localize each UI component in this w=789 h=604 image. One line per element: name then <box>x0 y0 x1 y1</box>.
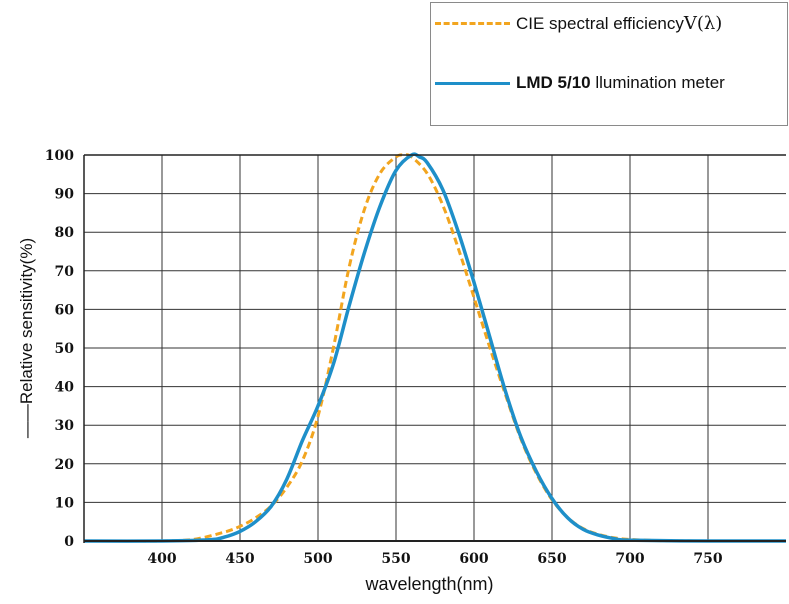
legend-label-lmd-model: LMD 5/10 <box>516 73 591 92</box>
legend-swatch-solid-blue <box>435 81 510 85</box>
x-tick-label-750: 750 <box>693 551 722 567</box>
legend-swatch-dashed-orange <box>435 22 510 25</box>
y-tick-label-100: 100 <box>45 148 74 164</box>
legend-label-lmd-rest: llumination meter <box>590 73 725 92</box>
x-tick-label-550: 550 <box>381 551 410 567</box>
x-tick-label-400: 400 <box>147 551 176 567</box>
legend-item-lmd: LMD 5/10 llumination meter <box>431 73 725 93</box>
y-tick-label-60: 60 <box>55 302 75 318</box>
y-axis-title: ——Relative sensitivity(%) <box>17 237 36 439</box>
x-tick-label-650: 650 <box>537 551 566 567</box>
y-tick-label-10: 10 <box>55 495 75 511</box>
x-tick-label-450: 450 <box>225 551 254 567</box>
y-tick-label-80: 80 <box>55 225 75 241</box>
x-tick-label-700: 700 <box>615 551 644 567</box>
y-tick-label-50: 50 <box>55 341 75 357</box>
y-tick-label-0: 0 <box>64 534 74 550</box>
x-axis-title: wavelength(nm) <box>365 574 494 594</box>
y-tick-label-90: 90 <box>55 187 75 203</box>
y-tick-label-30: 30 <box>55 418 75 434</box>
x-tick-label-600: 600 <box>459 551 488 567</box>
legend-symbol-v-lambda: V(λ) <box>683 13 723 34</box>
series-line-lmd <box>83 152 787 543</box>
y-tick-label-40: 40 <box>55 380 75 396</box>
legend: CIE spectral efficiencyV(λ) LMD 5/10 llu… <box>430 2 788 126</box>
y-tick-label-70: 70 <box>55 264 75 280</box>
legend-label-cie: CIE spectral efficiency <box>516 14 684 33</box>
legend-item-cie: CIE spectral efficiencyV(λ) <box>431 13 722 34</box>
y-tick-label-20: 20 <box>55 457 75 473</box>
x-tick-label-500: 500 <box>303 551 332 567</box>
